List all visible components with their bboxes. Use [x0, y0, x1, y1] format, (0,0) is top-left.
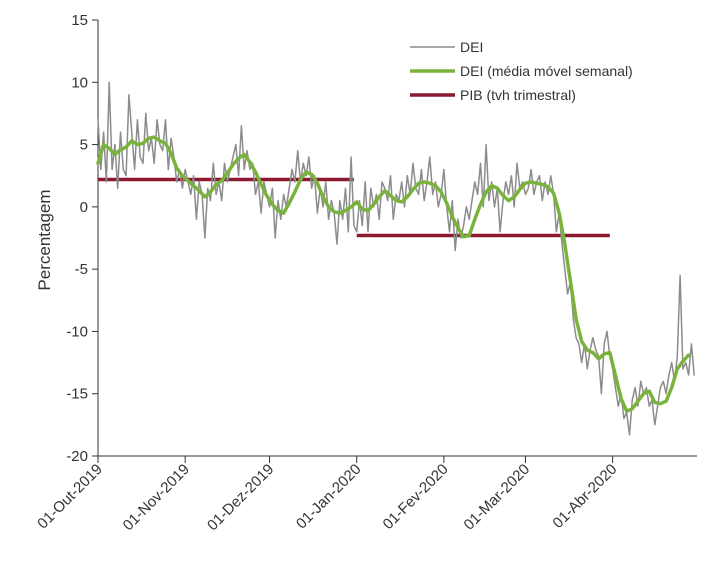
series-dei-line: [97, 81, 695, 436]
y-tick-label: 15: [71, 12, 88, 29]
x-tick-label: 01-Dez-2019: [204, 461, 277, 534]
y-tick-label: -15: [66, 386, 88, 403]
plot-area: [96, 81, 695, 436]
legend: DEI DEI (média móvel semanal) PIB (tvh tri…: [410, 39, 633, 103]
y-tick-label: 10: [71, 74, 88, 91]
legend-label-pib-tvh-trimestral: PIB (tvh trimestral): [460, 87, 576, 103]
y-axis-label: Percentagem: [35, 189, 54, 290]
x-axis: 01-Out-2019 01-Nov-2019 01-Dez-2019 01-Jan-…: [34, 455, 697, 534]
y-tick-label: 0: [80, 199, 88, 216]
x-tick-label: 01-Fev-2020: [380, 461, 452, 533]
y-tick-label: -5: [75, 261, 88, 278]
y-tick-label: -10: [66, 323, 88, 340]
y-tick-label: 5: [80, 137, 88, 154]
series-dei-media-movel-semanal-line: [96, 135, 691, 413]
y-axis: 15 10 5 0 -5 -10 -15 -20: [66, 12, 99, 465]
x-tick-label: 01-Out-2019: [34, 461, 106, 533]
x-tick-label: 01-Mar-2020: [461, 461, 534, 534]
x-tick-label: 01-Abr-2020: [549, 461, 620, 532]
x-tick-label: 01-Jan-2020: [293, 461, 365, 533]
legend-label-dei-media-movel-semanal: DEI (média móvel semanal): [460, 63, 633, 79]
y-tick-label: -20: [66, 448, 88, 465]
legend-label-dei: DEI: [460, 39, 483, 55]
x-tick-label: 01-Nov-2019: [120, 461, 193, 534]
